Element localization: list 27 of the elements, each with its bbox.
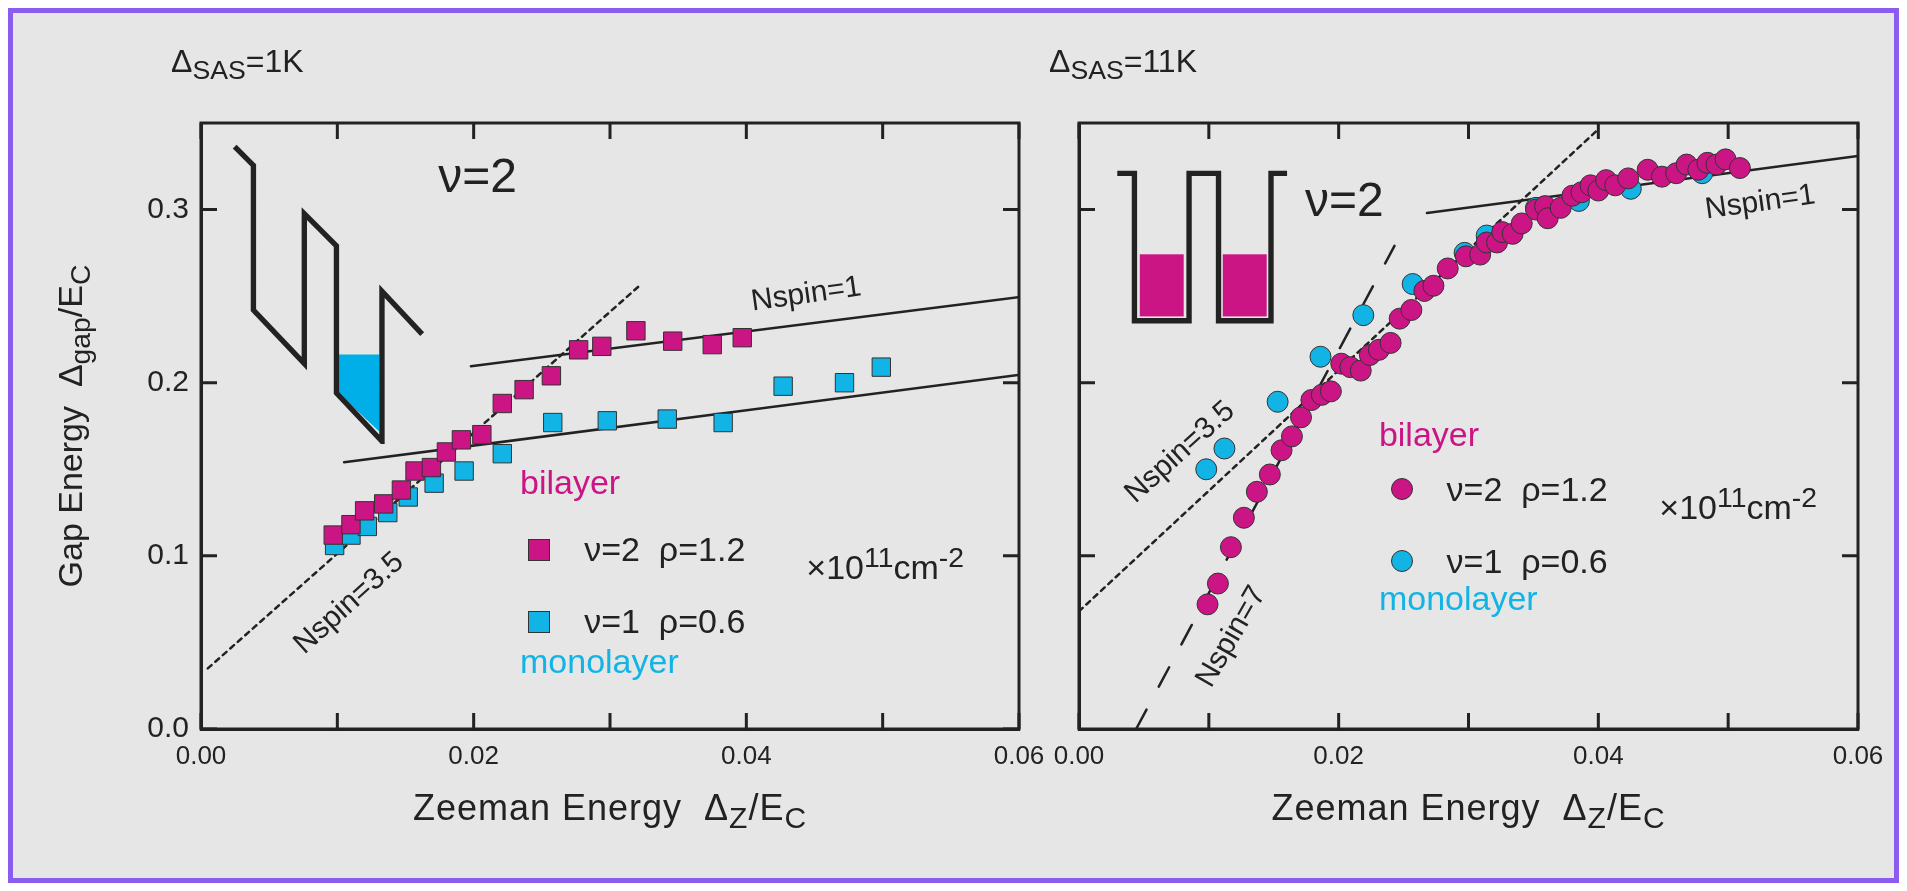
annotation: monolayer — [520, 641, 679, 682]
chart-title: Δ$_{SAS}$=1K — [171, 43, 304, 87]
y-tick-label: 0.1 — [147, 537, 189, 571]
x-tick-label: 0.04 — [1573, 739, 1624, 770]
x-axis-title: Zeeman Energy Δ$_{Z}$/E$_{C}$ — [411, 787, 809, 836]
legend-label: ν=1 ρ=0.6 — [1446, 541, 1608, 581]
x-tick-label: 0.04 — [721, 739, 772, 770]
legend-label: ν=2 ρ=1.2 — [1446, 469, 1608, 509]
y-tick-label: 0.2 — [147, 363, 189, 397]
chart-title: Δ$_{SAS}$=11K — [1049, 43, 1197, 87]
annotation: Nspin=1 — [1702, 175, 1818, 227]
legend-label: ν=2 ρ=1.2 — [584, 530, 746, 570]
annotation: ×10$^{11}$cm$^{-2}$ — [1659, 480, 1817, 528]
legend-label: ν=1 ρ=0.6 — [584, 602, 746, 642]
annotation: bilayer — [520, 462, 621, 504]
x-tick-label: 0.00 — [1053, 739, 1105, 770]
annotation: bilayer — [1378, 413, 1480, 455]
annotation: ν=2 — [1304, 172, 1384, 229]
annotation: Nspin=1 — [748, 267, 864, 319]
x-tick-label: 0.06 — [1832, 739, 1884, 770]
annotation: ×10$^{11}$cm$^{-2}$ — [806, 541, 964, 589]
x-tick-label: 0.06 — [993, 739, 1045, 770]
annotation: ν=2 — [438, 148, 517, 205]
y-tick-label: 0.3 — [147, 190, 189, 224]
x-tick-label: 0.02 — [448, 739, 499, 770]
x-axis-title: Zeeman Energy Δ$_{Z}$/E$_{C}$ — [1270, 787, 1667, 836]
x-tick-label: 0.02 — [1313, 739, 1364, 770]
